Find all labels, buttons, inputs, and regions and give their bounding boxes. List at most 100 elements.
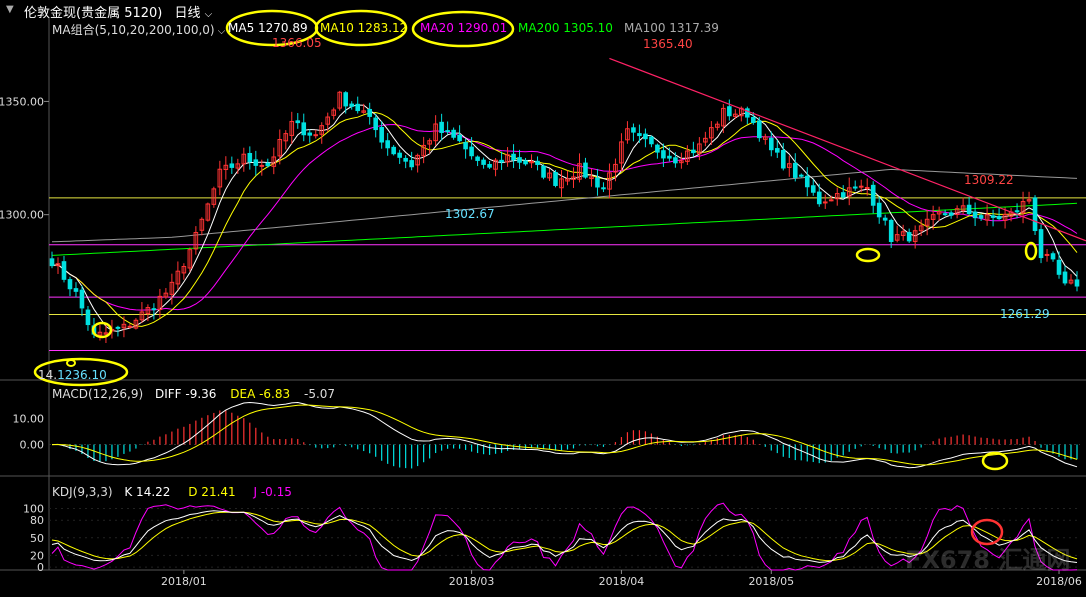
candlestick bbox=[601, 187, 606, 190]
candlestick bbox=[511, 153, 516, 161]
candlestick bbox=[798, 174, 804, 177]
candlestick bbox=[637, 133, 642, 137]
candlestick bbox=[649, 136, 654, 145]
candlestick bbox=[757, 120, 762, 139]
candlestick bbox=[529, 160, 534, 164]
candlestick bbox=[894, 234, 900, 241]
candlestick bbox=[709, 127, 714, 139]
candlestick bbox=[679, 160, 684, 164]
candlestick bbox=[127, 325, 133, 328]
candlestick bbox=[996, 215, 1002, 220]
candlestick bbox=[319, 125, 325, 135]
candlestick bbox=[151, 308, 157, 311]
candlestick bbox=[864, 187, 870, 190]
collapse-icon[interactable]: ▼ bbox=[6, 4, 14, 15]
highlight-ellipse bbox=[1024, 241, 1038, 261]
candlestick bbox=[265, 162, 271, 167]
candlestick bbox=[858, 185, 864, 188]
candlestick bbox=[145, 307, 151, 315]
candlestick bbox=[966, 204, 972, 215]
j-value: J -0.15 bbox=[253, 485, 292, 499]
candlestick bbox=[535, 160, 540, 166]
candlestick bbox=[445, 130, 450, 133]
candlestick bbox=[343, 92, 349, 107]
candlestick bbox=[816, 191, 822, 205]
candlestick bbox=[625, 128, 630, 141]
kdj-y-tick-label: 100 bbox=[23, 503, 44, 516]
candlestick bbox=[828, 199, 834, 202]
candlestick bbox=[870, 184, 876, 206]
candlestick bbox=[349, 103, 355, 107]
candlestick bbox=[846, 187, 852, 197]
candlestick bbox=[918, 225, 924, 232]
chevron-down-icon: ⌵ bbox=[214, 26, 226, 37]
candlestick bbox=[1032, 197, 1038, 232]
candlestick bbox=[67, 279, 73, 290]
candlestick bbox=[361, 110, 366, 113]
watermark: FX678 汇通网 bbox=[905, 546, 1071, 574]
candlestick bbox=[972, 211, 978, 219]
candlestick bbox=[667, 155, 672, 159]
candlestick bbox=[751, 117, 756, 123]
candlestick bbox=[691, 149, 696, 154]
candlestick bbox=[397, 152, 402, 158]
candlestick bbox=[930, 214, 936, 220]
candlestick bbox=[840, 192, 846, 198]
candlestick bbox=[193, 232, 199, 250]
candlestick bbox=[541, 165, 546, 178]
price-recentlow-label: 1261.29 bbox=[1000, 307, 1050, 321]
candlestick bbox=[565, 178, 570, 182]
x-tick-label: 2018/03 bbox=[449, 575, 495, 588]
macd-value: -5.07 bbox=[303, 387, 336, 401]
price-swinghigh-label: 1309.22 bbox=[964, 173, 1014, 187]
candlestick bbox=[133, 319, 139, 329]
kdj-y-tick-label: 80 bbox=[30, 514, 44, 527]
ma20-line bbox=[51, 123, 1078, 311]
candlestick bbox=[103, 332, 109, 335]
candlestick bbox=[804, 175, 810, 188]
chevron-down-icon[interactable]: ⌵ bbox=[204, 9, 213, 20]
diff-value: DIFF -9.36 bbox=[154, 387, 217, 401]
candlestick bbox=[727, 106, 732, 117]
macd-y-tick-label: 0.00 bbox=[20, 439, 45, 452]
highlight-ellipse bbox=[91, 321, 113, 339]
price-high2-label: 1365.40 bbox=[643, 37, 693, 51]
candlestick bbox=[277, 138, 283, 157]
candlestick bbox=[457, 134, 462, 142]
macd-label: MACD(12,26,9) DIFF -9.36 DEA -6.83 -5.07 bbox=[52, 387, 336, 401]
candlestick bbox=[283, 133, 289, 142]
candlestick bbox=[673, 157, 678, 164]
candlestick bbox=[900, 231, 906, 236]
candlestick bbox=[79, 289, 85, 309]
candlestick bbox=[1020, 201, 1026, 214]
kdj-y-tick-label: 50 bbox=[30, 532, 44, 545]
period-label[interactable]: 日线 bbox=[174, 6, 201, 21]
candlestick bbox=[85, 309, 91, 326]
ma-group-label[interactable]: MA组合(5,10,20,200,100,0) ⌵ bbox=[52, 23, 226, 37]
candlestick bbox=[61, 261, 67, 280]
ma20-legend: MA20 1290.01 bbox=[420, 21, 508, 35]
candlestick bbox=[1062, 271, 1068, 284]
candlestick bbox=[763, 136, 768, 140]
candlestick bbox=[427, 140, 432, 145]
candlestick bbox=[139, 311, 145, 321]
candlestick bbox=[1056, 259, 1062, 275]
kdj-label: KDJ(9,3,3) K 14.22 D 21.41 J -0.15 bbox=[52, 485, 292, 499]
candlestick bbox=[583, 162, 588, 178]
candlestick bbox=[936, 211, 942, 215]
x-tick-label: 2018/01 bbox=[161, 575, 207, 588]
candlestick bbox=[163, 292, 169, 298]
x-tick-label: 2018/04 bbox=[599, 575, 645, 588]
candlestick bbox=[487, 163, 492, 168]
candlestick bbox=[373, 117, 378, 131]
candlestick bbox=[613, 163, 618, 173]
ma10-line bbox=[51, 111, 1078, 327]
highlight-ellipse bbox=[33, 357, 129, 387]
candlestick bbox=[379, 126, 384, 143]
candlestick bbox=[481, 159, 486, 165]
candlestick bbox=[73, 288, 79, 292]
candlestick bbox=[313, 134, 319, 137]
candlestick bbox=[469, 146, 474, 157]
